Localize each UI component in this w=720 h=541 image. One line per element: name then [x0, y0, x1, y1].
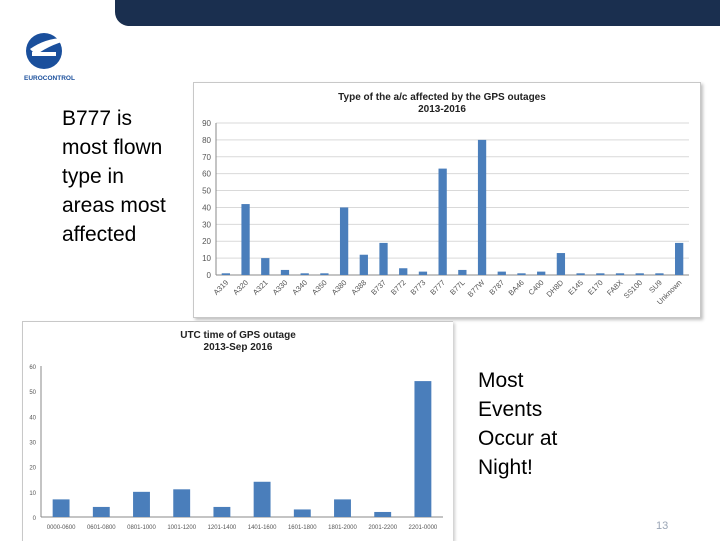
callout-left: B777 is most flown type in areas most af…	[62, 107, 166, 246]
bar	[418, 271, 428, 275]
bar	[213, 506, 231, 517]
y-tick-label: 30	[202, 220, 211, 229]
bar	[173, 489, 191, 517]
y-tick-label: 80	[202, 136, 211, 145]
bar	[374, 511, 392, 517]
x-tick-label: 2001-2200	[368, 525, 397, 531]
eurocontrol-logo: EUROCONTROL	[20, 25, 82, 85]
y-tick-label: 0	[207, 271, 212, 280]
x-tick-label: 1401-1600	[248, 525, 277, 531]
x-tick-label: B777	[428, 278, 447, 297]
y-tick-label: 40	[202, 203, 211, 212]
x-tick-label: A388	[349, 278, 368, 297]
bar	[497, 271, 506, 275]
bar	[438, 168, 447, 275]
logo-e-bar	[32, 52, 56, 56]
bar	[596, 273, 605, 275]
bar	[359, 254, 368, 275]
bar	[399, 268, 408, 275]
bar	[261, 258, 270, 275]
bar	[517, 273, 526, 275]
y-tick-label: 20	[29, 466, 36, 472]
x-tick-label: SU9	[647, 278, 664, 295]
bar	[655, 273, 664, 275]
x-tick-label: A321	[251, 278, 270, 297]
bar	[537, 271, 546, 275]
bar	[675, 242, 684, 275]
y-tick-label: 60	[29, 365, 36, 371]
y-tick-label: 0	[33, 516, 37, 522]
bar	[556, 253, 566, 275]
y-tick-label: 70	[202, 153, 211, 162]
x-tick-label: B77W	[466, 277, 487, 298]
bar	[576, 273, 585, 275]
bar	[379, 242, 388, 275]
x-tick-label: E170	[586, 278, 605, 297]
bar	[458, 269, 467, 275]
x-tick-label: A319	[212, 278, 231, 297]
y-tick-label: 10	[29, 491, 36, 497]
chart-title: UTC time of GPS outage	[180, 330, 296, 341]
x-tick-label: 1201-1400	[208, 525, 237, 531]
utc-time-chart: UTC time of GPS outage 2013-Sep 2016 0 10 20…	[22, 321, 453, 541]
header-bar	[0, 0, 720, 26]
x-tick-label: DH8D	[545, 278, 566, 299]
x-tick-label: A380	[330, 278, 349, 297]
x-tick-label: B772	[389, 278, 408, 297]
y-tick-label: 50	[29, 390, 36, 396]
x-tick-label: 2201-0000	[409, 525, 438, 531]
x-tick-label: B77L	[448, 278, 467, 297]
logo-swoosh	[30, 38, 74, 55]
x-tick-label: 1601-1800	[288, 525, 317, 531]
chart-subtitle: 2013-2016	[418, 104, 466, 115]
x-tick-label: SS100	[622, 278, 644, 300]
bar	[339, 207, 349, 275]
x-tick-label: A350	[310, 278, 329, 297]
x-tick-label: 0000-0600	[47, 525, 76, 531]
y-tick-label: 60	[202, 170, 211, 179]
bar	[477, 139, 487, 275]
y-tick-label: 30	[29, 441, 36, 447]
aircraft-type-chart: Type of the a/c affected by the GPS outa…	[193, 82, 701, 318]
bar	[52, 499, 70, 517]
y-tick-label: 40	[29, 415, 36, 421]
x-tick-label: BA46	[507, 278, 526, 297]
y-tick-label: 10	[202, 254, 211, 263]
x-tick-label: B773	[409, 278, 428, 297]
y-tick-label: 50	[202, 187, 211, 196]
bar	[414, 381, 432, 517]
chart-title: Type of the a/c affected by the GPS outa…	[338, 92, 546, 103]
bar	[300, 273, 309, 275]
x-tick-label: 0801-1000	[127, 525, 156, 531]
bar	[320, 273, 329, 275]
page-number: 13	[656, 520, 669, 532]
x-tick-label: B737	[369, 278, 388, 297]
x-tick-label: C400	[527, 278, 546, 297]
x-tick-label: E145	[566, 278, 585, 297]
x-tick-label: A340	[290, 278, 309, 297]
x-tick-label: A330	[271, 278, 290, 297]
logo-text: EUROCONTROL	[24, 75, 75, 82]
bar	[92, 506, 110, 517]
bar	[293, 509, 311, 517]
bar	[241, 204, 250, 275]
chart-subtitle: 2013-Sep 2016	[204, 342, 273, 353]
callout-right: Most Events Occur at Night!	[478, 369, 558, 479]
bar	[221, 273, 230, 275]
y-tick-label: 20	[202, 237, 211, 246]
x-tick-label: B787	[487, 278, 506, 297]
bar	[334, 499, 351, 517]
y-tick-label: 90	[202, 119, 211, 128]
logo-circle	[26, 33, 62, 69]
bar	[133, 491, 150, 517]
header-band	[115, 0, 720, 26]
bar	[615, 273, 625, 275]
bar	[635, 273, 644, 275]
x-tick-label: A320	[231, 278, 250, 297]
bar	[253, 481, 271, 517]
bar	[280, 269, 290, 275]
x-tick-label: 0601-0800	[87, 525, 116, 531]
x-tick-label: 1001-1200	[167, 525, 196, 531]
x-tick-label: 1801-2000	[328, 525, 357, 531]
